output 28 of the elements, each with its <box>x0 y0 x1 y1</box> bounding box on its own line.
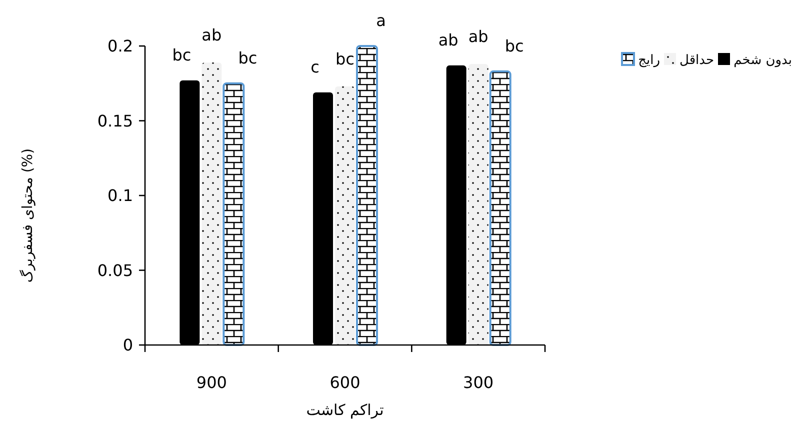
bar <box>202 62 222 345</box>
legend-label: بدون شخم <box>734 53 792 68</box>
bar <box>335 86 355 345</box>
x-tick-label: 300 <box>463 373 494 392</box>
bar <box>222 82 245 346</box>
bar <box>468 64 488 345</box>
annotation: bc <box>504 36 524 56</box>
legend-label: حداقل <box>679 53 714 68</box>
bar <box>489 70 512 346</box>
annotation: c <box>310 57 320 76</box>
x-tick-label: 600 <box>330 373 360 392</box>
y-axis-title: محتوای فسفربرگ (%) <box>19 148 36 283</box>
y-tick-label: 0.15 <box>97 111 133 130</box>
x-tick-label: 900 <box>196 373 227 392</box>
text: a <box>376 11 386 30</box>
y-tick-label: 0.2 <box>108 36 133 56</box>
annotation: bc <box>172 45 192 64</box>
text: ab <box>468 26 488 46</box>
annotation: bc <box>336 49 354 68</box>
annotation: ab <box>438 30 458 50</box>
y-tick-label: 0.1 <box>108 186 133 206</box>
x-axis-title: تراکم کاشت <box>306 401 384 419</box>
text: ab <box>202 25 222 44</box>
y-tick-label: 0.05 <box>97 260 133 280</box>
bar <box>356 45 378 346</box>
y-tick-label: 0 <box>122 336 133 355</box>
annotation: bc <box>238 48 258 68</box>
legend-label: رایج <box>638 53 660 68</box>
